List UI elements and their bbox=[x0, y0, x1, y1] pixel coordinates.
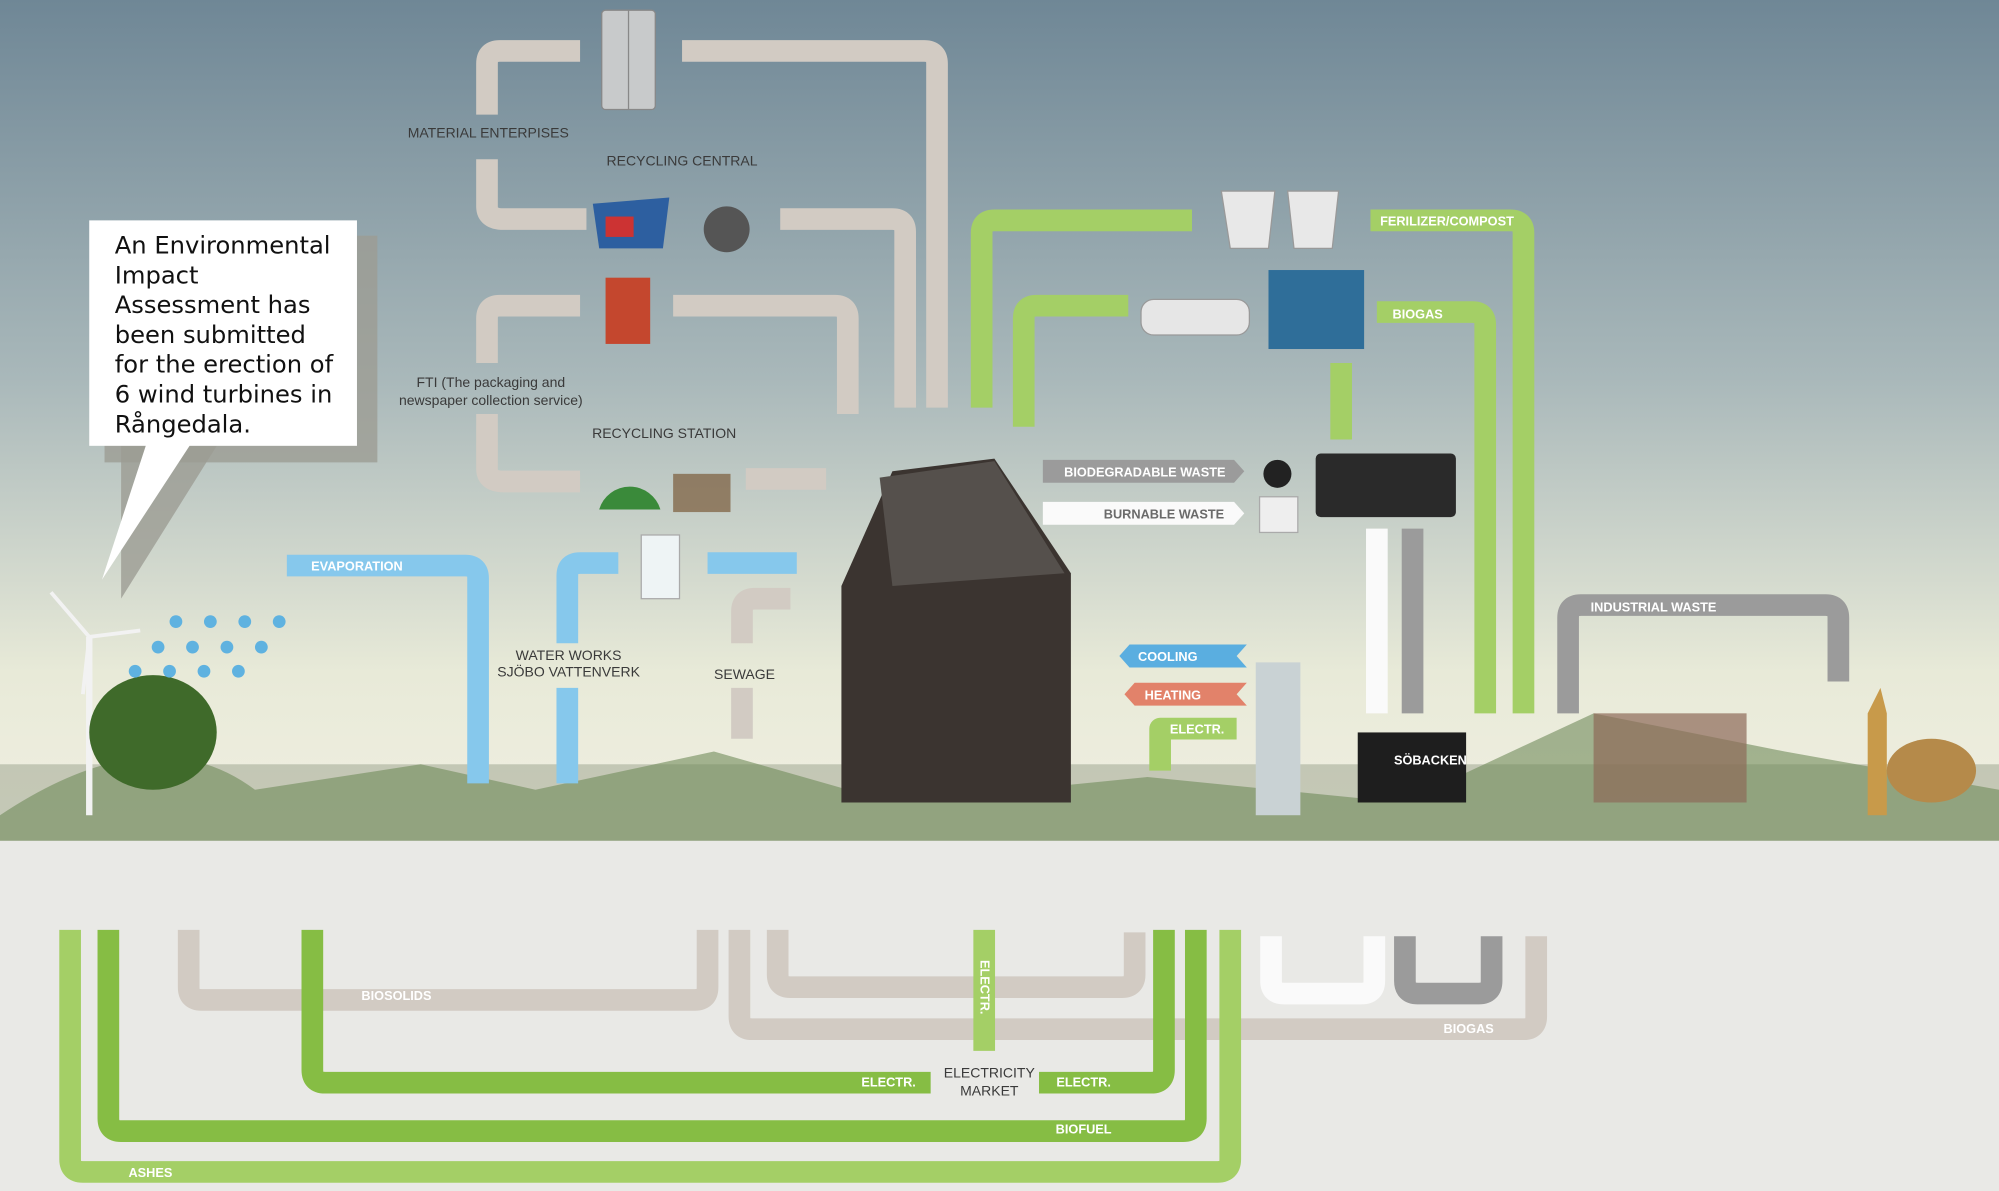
label: BIOGAS bbox=[1444, 1021, 1494, 1036]
callout-line: An Environmental bbox=[115, 231, 331, 259]
label: MATERIAL ENTERPISES bbox=[408, 125, 569, 141]
shape bbox=[1263, 460, 1291, 488]
shape bbox=[1256, 662, 1301, 815]
shape bbox=[129, 665, 142, 678]
shape bbox=[273, 615, 286, 628]
label: BIOGAS bbox=[1393, 306, 1443, 321]
label: INDUSTRIAL WASTE bbox=[1591, 599, 1717, 614]
shape bbox=[204, 615, 217, 628]
shape bbox=[198, 665, 211, 678]
page: {"callout":{"lines":["An Environmental",… bbox=[0, 0, 1999, 1191]
label: FERILIZER/COMPOST bbox=[1380, 213, 1514, 228]
label: WATER WORKS bbox=[516, 647, 622, 663]
shape bbox=[221, 641, 234, 654]
label: ELECTRICITY bbox=[944, 1065, 1036, 1081]
label: newspaper collection service) bbox=[399, 392, 583, 408]
shape bbox=[1358, 732, 1466, 802]
label: BURNABLE WASTE bbox=[1104, 506, 1224, 521]
label: SÖBACKEN bbox=[1394, 752, 1467, 767]
label: RECYCLING CENTRAL bbox=[607, 153, 758, 169]
callout-line: 6 wind turbines in bbox=[115, 381, 333, 409]
shape bbox=[1887, 739, 1976, 803]
shape bbox=[152, 641, 165, 654]
shape bbox=[255, 641, 268, 654]
shape bbox=[641, 535, 679, 599]
label: ELECTR. bbox=[861, 1075, 916, 1090]
label: HEATING bbox=[1145, 687, 1201, 702]
label: COOLING bbox=[1138, 649, 1198, 664]
shape bbox=[1141, 299, 1249, 335]
callout-line: for the erection of bbox=[115, 351, 334, 379]
shape bbox=[1260, 497, 1298, 533]
label: SEWAGE bbox=[714, 666, 775, 682]
label: RECYCLING STATION bbox=[592, 425, 736, 441]
shape bbox=[163, 665, 176, 678]
shape bbox=[1268, 270, 1364, 349]
label: FTI (The packaging and bbox=[416, 374, 565, 390]
callout-line: been submitted bbox=[115, 321, 306, 349]
shape bbox=[1594, 713, 1747, 802]
label: EVAPORATION bbox=[311, 559, 403, 574]
label: BIODEGRADABLE WASTE bbox=[1064, 464, 1225, 479]
shape bbox=[186, 641, 199, 654]
callout-line: Assessment has bbox=[115, 291, 311, 319]
shape bbox=[1316, 453, 1456, 517]
shape bbox=[606, 278, 651, 344]
label: ELECTR. bbox=[977, 960, 992, 1014]
shape bbox=[673, 474, 730, 512]
shape bbox=[704, 206, 750, 252]
callout-line: Rångedala. bbox=[115, 409, 251, 438]
shape bbox=[89, 675, 216, 790]
label: MARKET bbox=[960, 1082, 1019, 1098]
label: ELECTR. bbox=[1056, 1075, 1111, 1090]
shape bbox=[232, 665, 245, 678]
label: ELECTR. bbox=[1170, 722, 1225, 737]
label: BIOFUEL bbox=[1056, 1122, 1112, 1137]
shape bbox=[606, 217, 634, 237]
label: ASHES bbox=[128, 1165, 172, 1180]
label: BIOSOLIDS bbox=[361, 988, 431, 1003]
diagram: An EnvironmentalImpactAssessment hasbeen… bbox=[0, 0, 1999, 1191]
shape bbox=[238, 615, 251, 628]
label: SJÖBO VATTENVERK bbox=[497, 662, 640, 679]
shape bbox=[170, 615, 183, 628]
callout-line: Impact bbox=[115, 261, 199, 289]
